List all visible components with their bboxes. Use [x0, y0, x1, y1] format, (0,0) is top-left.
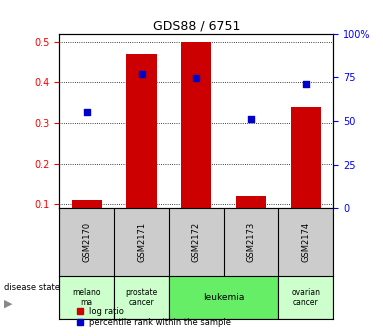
Bar: [181, 42, 211, 245]
Bar: [72, 200, 102, 245]
Text: GSM2173: GSM2173: [247, 222, 255, 262]
Bar: [236, 196, 266, 245]
Bar: [278, 276, 333, 319]
Point: [303, 81, 309, 86]
Text: ▶: ▶: [4, 298, 12, 308]
Text: melano
ma: melano ma: [72, 288, 101, 307]
Bar: [126, 54, 157, 245]
Text: disease state: disease state: [4, 283, 60, 292]
Text: GSM2174: GSM2174: [301, 222, 310, 262]
Text: GSM2172: GSM2172: [192, 222, 201, 262]
Text: GSM2171: GSM2171: [137, 222, 146, 262]
Bar: [291, 107, 321, 245]
Text: prostate
cancer: prostate cancer: [125, 288, 158, 307]
Text: GSM2170: GSM2170: [82, 222, 91, 262]
Legend: log ratio, percentile rank within the sample: log ratio, percentile rank within the sa…: [75, 305, 233, 329]
Text: ovarian
cancer: ovarian cancer: [291, 288, 320, 307]
Text: leukemia: leukemia: [203, 293, 244, 302]
Point: [139, 72, 145, 77]
Title: GDS88 / 6751: GDS88 / 6751: [152, 19, 240, 33]
Point: [248, 116, 254, 122]
Point: [83, 109, 90, 114]
Bar: [169, 276, 278, 319]
Bar: [59, 276, 114, 319]
Point: [193, 76, 199, 81]
Bar: [114, 276, 169, 319]
